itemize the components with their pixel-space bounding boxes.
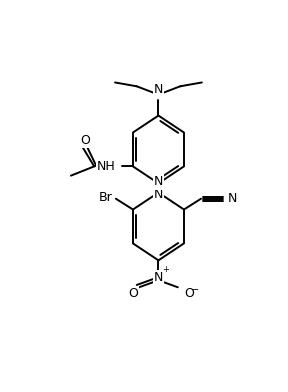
Text: −: −: [191, 285, 199, 295]
Text: N: N: [154, 83, 163, 96]
Text: N: N: [154, 188, 163, 201]
Text: O: O: [80, 134, 90, 147]
Text: O: O: [128, 287, 138, 300]
Text: N: N: [228, 192, 238, 205]
Text: Br: Br: [99, 191, 113, 204]
Text: O: O: [184, 287, 194, 300]
Text: N: N: [154, 175, 163, 188]
Text: +: +: [162, 265, 169, 274]
Text: N: N: [154, 271, 163, 284]
Text: NH: NH: [97, 160, 116, 173]
